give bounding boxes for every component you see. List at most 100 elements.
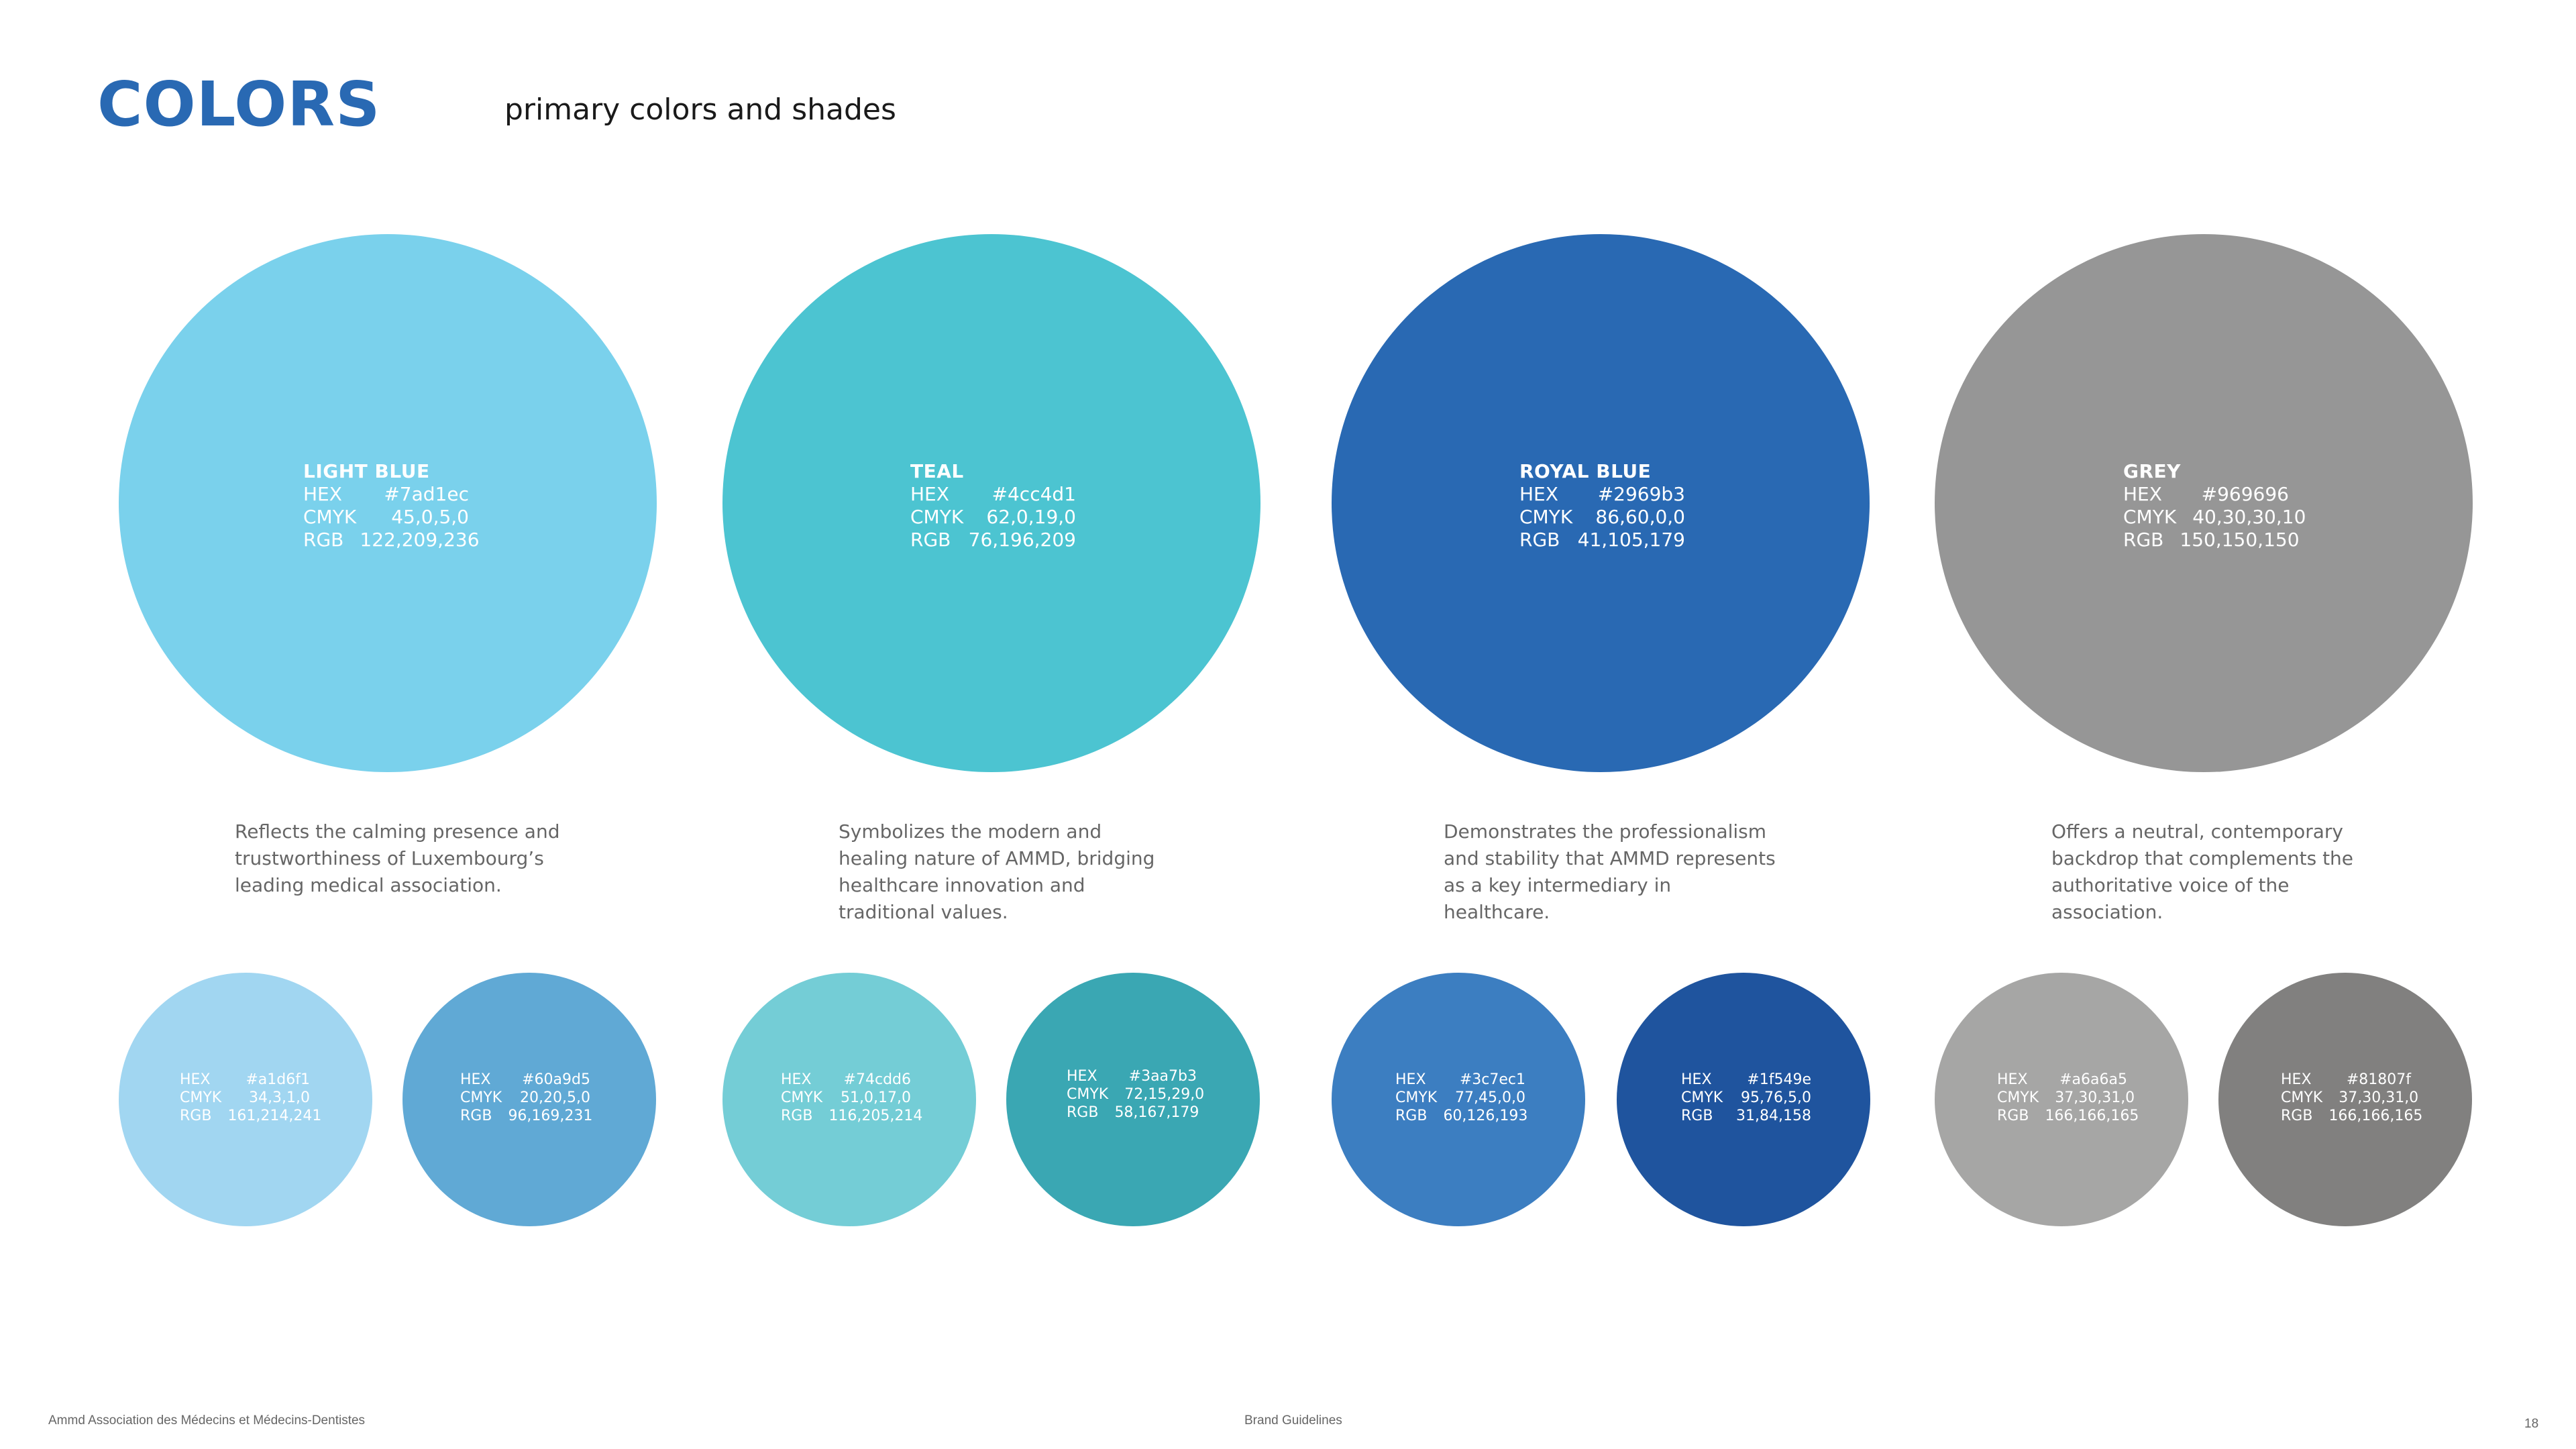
description-royal-blue: Demonstrates the professionalism and sta… [1444,820,1776,923]
primary-swatch-grey [1935,234,2473,772]
rgb-label: RGB [1519,529,1560,551]
cmyk-value: 40,30,30,10 [2192,506,2306,528]
primary-info-royal-blue: ROYAL BLUE HEX #2969b3 CMYK 86,60,0,0 RGB 4… [1519,460,1685,551]
cmyk-value: 20,20,5,0 [520,1089,590,1106]
cmyk-value: 72,15,29,0 [1124,1086,1205,1103]
page-subtitle: primary colors and shades [504,93,896,127]
cmyk-label: CMYK [1997,1089,2039,1106]
rgb-value: 116,205,214 [828,1108,923,1124]
color-name: TEAL [910,460,964,482]
rgb-label: RGB [1395,1108,1428,1124]
shade-info-6: HEX #1f549e CMYK 95,76,5,0 RGB 31,84,158 [1681,1071,1811,1125]
cmyk-label: CMYK [1067,1086,1109,1103]
shade-info-3: HEX #74cdd6 CMYK 51,0,17,0 RGB 116,205,214 [781,1071,922,1125]
cmyk-value: 95,76,5,0 [1741,1089,1811,1106]
cmyk-label: CMYK [303,506,357,528]
primary-swatch-teal [722,234,1260,772]
color-name: GREY [2123,460,2181,482]
hex-value: #2969b3 [1597,483,1685,505]
shade-swatch-teal-light [722,973,976,1226]
cmyk-value: 34,3,1,0 [249,1089,310,1106]
primary-swatch-light-blue [119,234,657,772]
shade-info-2: HEX #60a9d5 CMYK 20,20,5,0 RGB 96,169,231 [460,1071,593,1125]
hex-value: #3c7ec1 [1459,1071,1525,1088]
cmyk-label: CMYK [781,1089,823,1106]
description-light-blue: Reflects the calming presence and trustw… [235,820,560,896]
rgb-value: 58,167,179 [1114,1104,1199,1121]
rgb-value: 96,169,231 [508,1108,593,1124]
shade-info-7: HEX #a6a6a5 CMYK 37,30,31,0 RGB 166,166,165 [1997,1071,2139,1125]
hex-value: #7ad1ec [384,483,469,505]
shade-info-1: HEX #a1d6f1 CMYK 34,3,1,0 RGB 161,214,241 [180,1071,321,1125]
shade-info-5: HEX #3c7ec1 CMYK 77,45,0,0 RGB 60,126,193 [1395,1071,1528,1125]
hex-value: #a6a6a5 [2059,1071,2127,1088]
hex-value: #74cdd6 [843,1071,911,1088]
shade-swatch-light-blue-light [119,973,372,1226]
shade-swatch-royal-blue-dark [1617,973,1870,1226]
rgb-label: RGB [180,1108,212,1124]
rgb-label: RGB [1067,1104,1099,1121]
shade-info-8: HEX #81807f CMYK 37,30,31,0 RGB 166,166,165 [2281,1071,2422,1125]
rgb-value: 31,84,158 [1736,1108,1811,1124]
cmyk-value: 45,0,5,0 [391,506,469,528]
rgb-value: 161,214,241 [227,1108,322,1124]
rgb-value: 60,126,193 [1443,1108,1528,1124]
hex-label: HEX [180,1071,211,1088]
hex-label: HEX [1395,1071,1426,1088]
rgb-label: RGB [460,1108,492,1124]
rgb-label: RGB [910,529,951,551]
page-number: 18 [2524,1417,2539,1431]
cmyk-value: 86,60,0,0 [1595,506,1685,528]
cmyk-label: CMYK [1681,1089,1723,1106]
hex-value: #a1d6f1 [246,1071,310,1088]
hex-label: HEX [2123,483,2162,505]
cmyk-value: 62,0,19,0 [986,506,1076,528]
cmyk-value: 51,0,17,0 [841,1089,911,1106]
cmyk-value: 37,30,31,0 [2055,1089,2135,1106]
rgb-value: 122,209,236 [360,529,480,551]
rgb-value: 76,196,209 [968,529,1076,551]
shade-swatch-grey-light [1935,973,2188,1226]
hex-value: #81807f [2346,1071,2411,1088]
footer-organization: Ammd Association des Médecins et Médecin… [48,1413,366,1428]
hex-value: #3aa7b3 [1128,1068,1197,1085]
hex-label: HEX [460,1071,491,1088]
color-name: ROYAL BLUE [1519,460,1652,482]
description-teal: Symbolizes the modern and healing nature… [839,820,1155,923]
rgb-label: RGB [1997,1108,2029,1124]
rgb-value: 41,105,179 [1577,529,1685,551]
primary-swatch-royal-blue [1332,234,1870,772]
primary-info-grey: GREY HEX #969696 CMYK 40,30,30,10 RGB 150,1… [2123,460,2306,551]
hex-label: HEX [910,483,949,505]
cmyk-label: CMYK [460,1089,502,1106]
rgb-label: RGB [2281,1108,2313,1124]
rgb-label: RGB [1681,1108,1713,1124]
hex-value: #60a9d5 [522,1071,590,1088]
color-name: LIGHT BLUE [303,460,430,482]
shade-swatch-grey-dark [2218,973,2472,1226]
cmyk-label: CMYK [2281,1089,2323,1106]
hex-label: HEX [1067,1068,1097,1085]
shade-swatch-light-blue-dark [402,973,656,1226]
hex-label: HEX [781,1071,812,1088]
cmyk-label: CMYK [1519,506,1573,528]
page-title: COLORS [97,68,381,140]
cmyk-value: 77,45,0,0 [1455,1089,1525,1106]
rgb-label: RGB [2123,529,2164,551]
hex-label: HEX [2281,1071,2312,1088]
cmyk-label: CMYK [180,1089,222,1106]
footer-document-title: Brand Guidelines [1244,1413,1342,1428]
cmyk-label: CMYK [2123,506,2177,528]
primary-info-light-blue: LIGHT BLUE HEX #7ad1ec CMYK 45,0,5,0 RGB 12… [303,460,480,551]
description-grey: Offers a neutral, contemporary backdrop … [2051,820,2354,923]
hex-label: HEX [1519,483,1558,505]
primary-info-teal: TEAL HEX #4cc4d1 CMYK 62,0,19,0 RGB 76,196,… [910,460,1076,551]
hex-label: HEX [1681,1071,1712,1088]
cmyk-value: 37,30,31,0 [2339,1089,2419,1106]
cmyk-label: CMYK [910,506,964,528]
hex-label: HEX [303,483,342,505]
hex-value: #969696 [2201,483,2289,505]
shade-swatch-royal-blue-light [1332,973,1585,1226]
shade-swatch-teal-dark [1006,973,1260,1226]
hex-label: HEX [1997,1071,2028,1088]
